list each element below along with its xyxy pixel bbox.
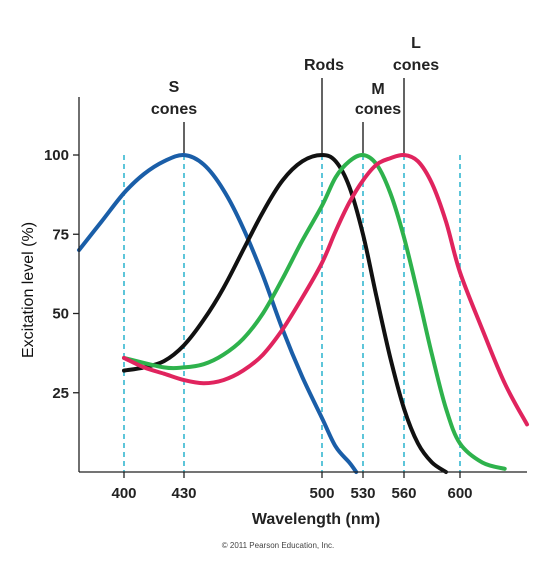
y-tick-label: 25: [52, 385, 69, 402]
curve-label-s-line2: cones: [151, 101, 197, 118]
x-axis-title: Wavelength (nm): [252, 511, 380, 528]
x-tick-label: 530: [350, 485, 375, 502]
curve-label-m-line2: cones: [355, 101, 401, 118]
curve-label-s: S: [169, 79, 180, 96]
y-tick-label: 50: [52, 306, 69, 323]
curve-m: [122, 152, 507, 471]
y-tick-label: 75: [52, 226, 69, 243]
x-tick-label: 400: [111, 485, 136, 502]
curve-label-l: L: [411, 35, 421, 52]
y-tick-label: 100: [44, 147, 69, 164]
x-tick-label: 600: [447, 485, 472, 502]
x-tick-label: 430: [171, 485, 196, 502]
curve-l: [122, 152, 529, 427]
curve-label-l-line2: cones: [393, 57, 439, 74]
curve-label-m: M: [371, 81, 384, 98]
copyright-credit: © 2011 Pearson Education, Inc.: [222, 541, 334, 550]
y-axis-title: Excitation level (%): [20, 222, 37, 358]
curve-label-rods: Rods: [304, 57, 344, 74]
curve-rods: [122, 153, 448, 474]
curve-s: [77, 152, 359, 474]
x-tick-label: 500: [309, 485, 334, 502]
x-tick-label: 560: [391, 485, 416, 502]
